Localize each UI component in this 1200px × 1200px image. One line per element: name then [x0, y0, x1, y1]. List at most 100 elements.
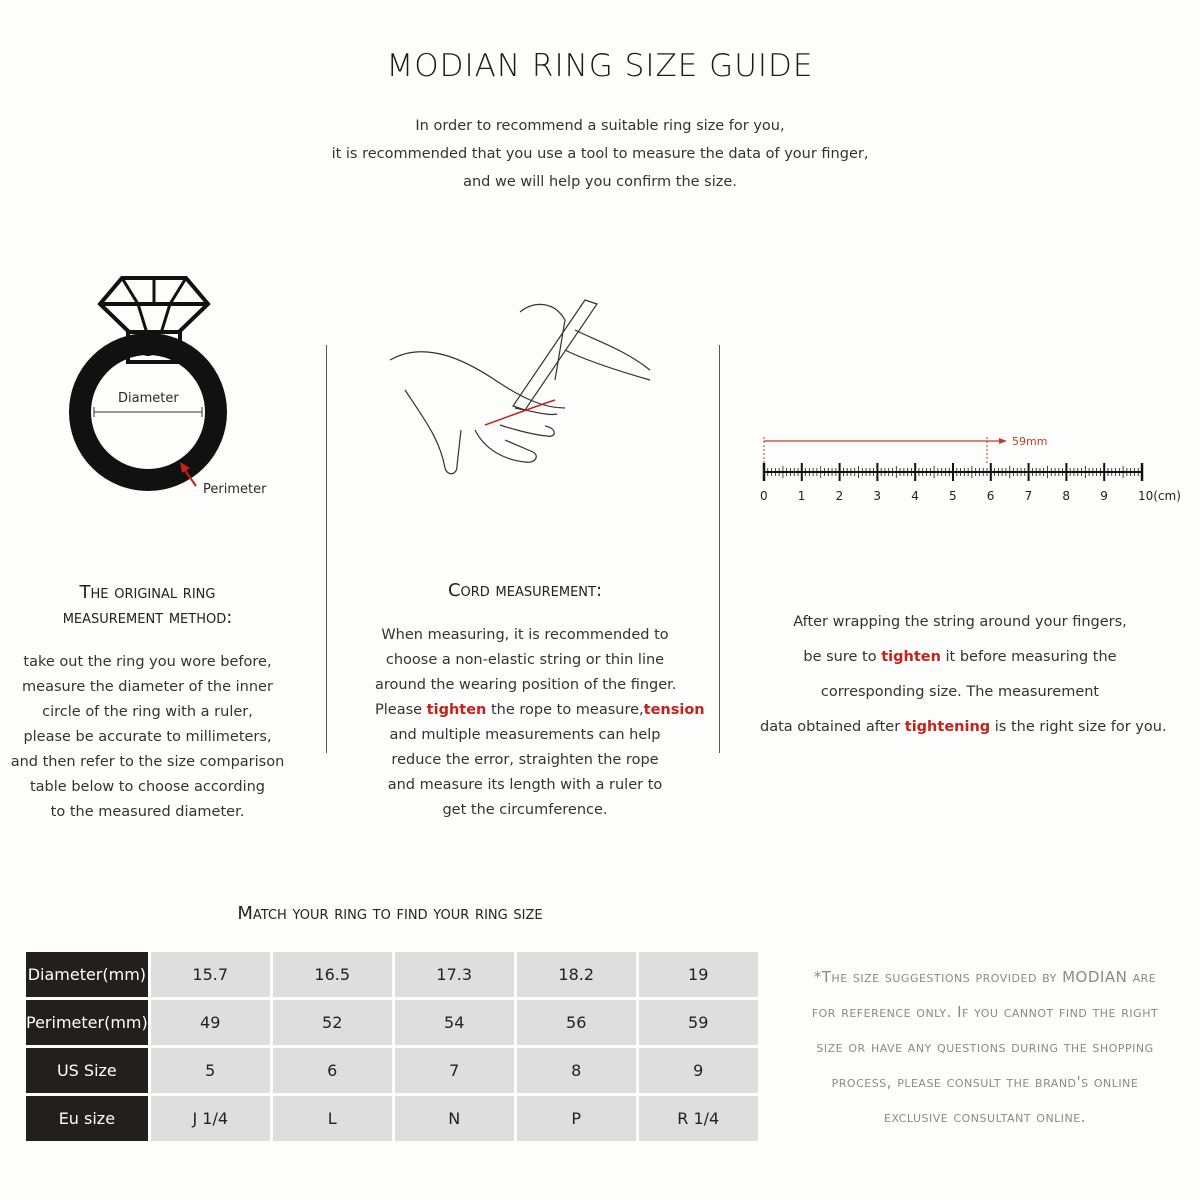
text-segment: reduce the error, straighten the rope: [391, 752, 659, 768]
text-segment: get the circumference.: [442, 802, 608, 818]
ruler-tick-label: 1: [798, 489, 806, 503]
text-segment: Please: [375, 702, 427, 718]
heading-line: Cord measurement:: [447, 580, 603, 601]
ring-diamond-icon: [69, 276, 227, 491]
text-segment: around the wearing position of the finge…: [375, 677, 677, 693]
note-line: size or have any questions during the sh…: [816, 1038, 1154, 1056]
intro-line: it is recommended that you use a tool to…: [331, 146, 869, 162]
hand-measuring-illustration: [389, 299, 651, 475]
col1-text: take out the ring you wore before, measur…: [0, 650, 295, 825]
note-line: process, please consult the brand's onli…: [831, 1073, 1139, 1091]
text-segment: circle of the ring with a ruler,: [42, 704, 253, 720]
row-header: US Size: [26, 1048, 148, 1093]
table-cell: 9: [638, 1048, 758, 1093]
text-line: measure the diameter of the inner: [0, 675, 295, 700]
table-row: Eu size J 1/4 L N P R 1/4: [26, 1096, 758, 1141]
highlight-text: tighten: [881, 649, 941, 665]
table-cell: P: [516, 1096, 636, 1141]
text-segment: measure the diameter of the inner: [22, 679, 273, 695]
table-cell: 52: [272, 1000, 392, 1045]
table-cell: 17.3: [394, 952, 514, 997]
page-title: MODIAN RING SIZE GUIDE: [386, 48, 814, 84]
note-line: *The size suggestions provided by MODIAN…: [813, 968, 1157, 986]
table-cell: 5: [150, 1048, 270, 1093]
ruler-tick-label: 4: [911, 489, 919, 503]
text-line: to the measured diameter.: [0, 800, 295, 825]
text-segment: is the right size for you.: [990, 719, 1167, 735]
arrow-icon: [999, 438, 1008, 444]
text-line: table below to choose according: [0, 775, 295, 800]
col1-heading: The original ring measurement method:: [0, 580, 295, 630]
text-line: data obtained after tightening is the ri…: [760, 710, 1167, 745]
text-segment: be sure to: [803, 649, 882, 665]
text-segment: data obtained after: [760, 719, 905, 735]
table-cell: N: [394, 1096, 514, 1141]
text-line: and then refer to the size comparison: [0, 750, 295, 775]
text-line: corresponding size. The measurement: [760, 675, 1160, 710]
text-line: choose a non-elastic string or thin line: [375, 648, 675, 673]
table-cell: 7: [394, 1048, 514, 1093]
measurement-label: 59mm: [1012, 435, 1047, 448]
text-segment: and measure its length with a ruler to: [387, 777, 663, 793]
diameter-label: Diameter: [118, 391, 179, 406]
row-header: Perimeter(mm): [26, 1000, 148, 1045]
table-cell: 56: [516, 1000, 636, 1045]
text-segment: it before measuring the: [940, 649, 1117, 665]
ruler-tick-label: 3: [873, 489, 881, 503]
ruler-tick-label: 0: [760, 489, 768, 503]
highlight-text: tension: [643, 702, 705, 718]
table-cell: L: [272, 1096, 392, 1141]
text-segment: corresponding size. The measurement: [820, 684, 1100, 700]
heading-line: The original ring: [79, 582, 216, 603]
text-line: When measuring, it is recommended to: [375, 623, 675, 648]
table-cell: R 1/4: [638, 1096, 758, 1141]
table-row: Diameter(mm) 15.7 16.5 17.3 18.2 19: [26, 952, 758, 997]
note-line: for reference only. If you cannot find t…: [811, 1003, 1159, 1021]
table-row: Perimeter(mm) 49 52 54 56 59: [26, 1000, 758, 1045]
highlight-text: tighten: [426, 702, 487, 718]
divider: [719, 345, 720, 753]
ruler: 0 1 2 3 4 5 6 7 8 9 10(cm) 59mm: [760, 435, 1181, 503]
text-line: please be accurate to millimeters,: [0, 725, 295, 750]
text-line: be sure to tighten it before measuring t…: [760, 640, 1160, 675]
heading-line: measurement method:: [62, 607, 233, 628]
text-line: and multiple measurements can help: [375, 723, 675, 748]
ruler-tick-label: 10(cm): [1138, 489, 1181, 503]
intro-line: and we will help you confirm the size.: [463, 174, 737, 190]
text-segment: and multiple measurements can help: [389, 727, 661, 743]
text-line: and measure its length with a ruler to: [375, 773, 675, 798]
table-row: US Size 5 6 7 8 9: [26, 1048, 758, 1093]
text-segment: table below to choose according: [29, 779, 266, 795]
disclaimer-note: *The size suggestions provided by MODIAN…: [780, 960, 1190, 1135]
note-line: exclusive consultant online.: [884, 1108, 1086, 1126]
text-line: reduce the error, straighten the rope: [375, 748, 675, 773]
text-line: Please tighten the rope to measure,tensi…: [375, 698, 705, 723]
perimeter-label: Perimeter: [203, 482, 267, 497]
text-segment: to the measured diameter.: [50, 804, 245, 820]
table-cell: 8: [516, 1048, 636, 1093]
table-cell: 18.2: [516, 952, 636, 997]
ruler-tick-label: 8: [1062, 489, 1070, 503]
text-segment: please be accurate to millimeters,: [23, 729, 272, 745]
text-line: After wrapping the string around your fi…: [760, 605, 1160, 640]
row-header: Eu size: [26, 1096, 148, 1141]
text-segment: and then refer to the size comparison: [10, 754, 285, 770]
size-table: Diameter(mm) 15.7 16.5 17.3 18.2 19 Perimeter(…: [23, 949, 761, 1144]
col2-heading: Cord measurement:: [375, 578, 675, 603]
ruler-tick-label: 2: [836, 489, 844, 503]
divider: [326, 345, 327, 753]
table-cell: 59: [638, 1000, 758, 1045]
table-cell: 15.7: [150, 952, 270, 997]
text-segment: After wrapping the string around your fi…: [793, 614, 1127, 630]
text-line: get the circumference.: [375, 798, 675, 823]
intro-line: In order to recommend a suitable ring si…: [415, 118, 785, 134]
table-heading: Match your ring to find your ring size: [237, 903, 543, 924]
text-segment: choose a non-elastic string or thin line: [385, 652, 665, 668]
ruler-tick-label: 7: [1025, 489, 1033, 503]
text-segment: take out the ring you wore before,: [23, 654, 272, 670]
table-cell: 49: [150, 1000, 270, 1045]
table-cell: 54: [394, 1000, 514, 1045]
text-line: around the wearing position of the finge…: [375, 673, 677, 698]
table-cell: 6: [272, 1048, 392, 1093]
row-header: Diameter(mm): [26, 952, 148, 997]
